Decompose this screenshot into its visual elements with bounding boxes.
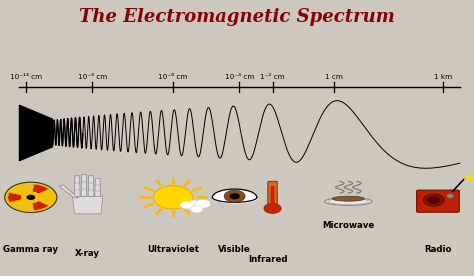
Circle shape xyxy=(27,195,35,200)
Circle shape xyxy=(186,200,203,210)
Polygon shape xyxy=(59,185,78,198)
Text: Gamma ray: Gamma ray xyxy=(3,245,58,254)
Circle shape xyxy=(5,182,57,213)
Circle shape xyxy=(229,193,240,199)
Text: Visible: Visible xyxy=(218,245,251,254)
FancyBboxPatch shape xyxy=(417,190,459,212)
Ellipse shape xyxy=(332,196,365,201)
Text: 1 km: 1 km xyxy=(434,74,452,80)
Text: X-ray: X-ray xyxy=(75,249,100,258)
Wedge shape xyxy=(8,192,22,202)
Text: 10⁻⁴ cm: 10⁻⁴ cm xyxy=(225,74,254,80)
Text: 10⁻⁶ cm: 10⁻⁶ cm xyxy=(158,74,188,80)
Wedge shape xyxy=(32,201,49,211)
Wedge shape xyxy=(32,184,49,194)
Circle shape xyxy=(195,199,210,208)
Circle shape xyxy=(264,203,281,213)
Text: 10⁻¹³ cm: 10⁻¹³ cm xyxy=(10,74,42,80)
Polygon shape xyxy=(74,176,80,197)
Circle shape xyxy=(427,196,440,204)
Circle shape xyxy=(153,186,193,209)
Text: Microwave: Microwave xyxy=(322,221,374,230)
Polygon shape xyxy=(95,179,100,197)
Polygon shape xyxy=(73,196,103,214)
Circle shape xyxy=(224,190,245,202)
Text: Radio: Radio xyxy=(425,245,452,254)
FancyBboxPatch shape xyxy=(271,186,274,207)
Circle shape xyxy=(447,194,454,198)
Text: 1⁻² cm: 1⁻² cm xyxy=(260,74,285,80)
Text: Infrared: Infrared xyxy=(248,254,288,264)
Polygon shape xyxy=(88,176,94,197)
Ellipse shape xyxy=(325,198,372,205)
Circle shape xyxy=(180,201,193,209)
Text: 1 cm: 1 cm xyxy=(325,74,343,80)
Text: The Electromagnetic Spectrum: The Electromagnetic Spectrum xyxy=(79,8,395,26)
FancyBboxPatch shape xyxy=(268,181,277,209)
Text: Ultraviolet: Ultraviolet xyxy=(147,245,199,254)
Polygon shape xyxy=(81,174,87,197)
Text: 10⁻⁹ cm: 10⁻⁹ cm xyxy=(78,74,107,80)
Circle shape xyxy=(191,206,203,213)
Circle shape xyxy=(423,194,444,206)
